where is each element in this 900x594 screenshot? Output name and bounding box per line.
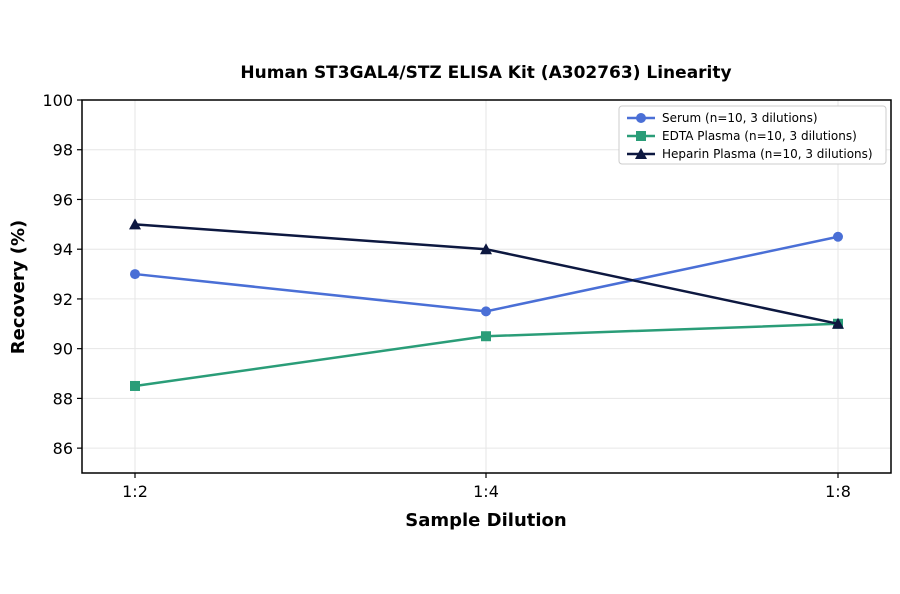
x-axis-label: Sample Dilution [405,510,566,531]
data-point [832,317,844,329]
data-point [130,380,140,391]
legend-item: Heparin Plasma (n=10, 3 dilutions) [627,147,873,161]
y-tick-label: 94 [53,240,73,259]
chart-title: Human ST3GAL4/STZ ELISA Kit (A302763) Li… [240,63,731,83]
y-axis-label: Recovery (%) [8,220,29,354]
axis-ticks: 86 88 90 92 94 96 98 100 1:2 1:4 1:8 [42,91,850,501]
y-tick-label: 88 [53,389,73,408]
legend-label: EDTA Plasma (n=10, 3 dilutions) [662,129,857,143]
x-tick-label: 1:2 [122,482,148,501]
data-point [129,218,141,230]
data-point [833,231,843,242]
y-tick-label: 96 [53,190,73,209]
series-layer [129,218,844,391]
legend-label: Serum (n=10, 3 dilutions) [662,111,818,125]
y-tick-label: 92 [53,290,73,309]
legend-marker [635,148,647,159]
legend: Serum (n=10, 3 dilutions) EDTA Plasma (n=… [618,105,887,165]
series-2 [129,218,844,329]
data-point [480,243,492,255]
data-point [130,269,140,280]
y-tick-label: 90 [53,340,73,359]
y-tick-label: 98 [53,141,73,160]
x-tick-label: 1:8 [825,482,851,501]
data-point [481,331,491,342]
legend-item: Serum (n=10, 3 dilutions) [627,111,818,125]
data-point [481,306,491,317]
x-tick-label: 1:4 [473,482,499,501]
legend-marker [636,131,646,141]
legend-item: EDTA Plasma (n=10, 3 dilutions) [627,129,857,143]
legend-box [618,105,887,165]
legend-marker [636,113,646,123]
y-tick-label: 100 [42,91,73,110]
y-tick-label: 86 [53,439,73,458]
series-0 [130,231,843,317]
legend-label: Heparin Plasma (n=10, 3 dilutions) [662,147,873,161]
